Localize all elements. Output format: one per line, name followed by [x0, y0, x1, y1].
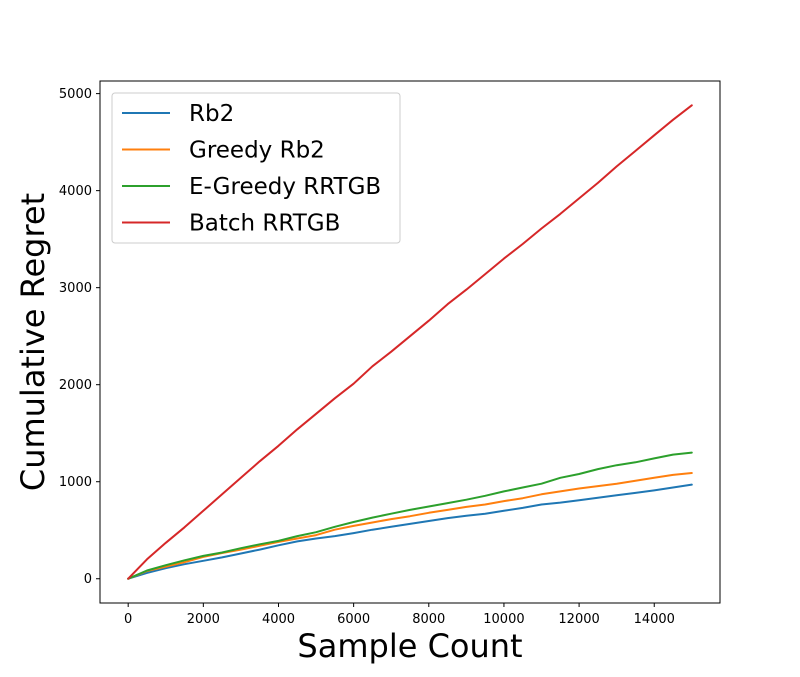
- y-tick-label: 4000: [59, 184, 92, 199]
- legend-label: Batch RRTGB: [189, 211, 340, 237]
- x-tick-label: 10000: [483, 612, 524, 627]
- y-tick-label: 0: [84, 572, 92, 587]
- x-tick-label: 12000: [558, 612, 599, 627]
- x-tick-label: 6000: [337, 612, 370, 627]
- x-tick-label: 2000: [187, 612, 220, 627]
- series-line-rb2: [127, 483, 693, 580]
- x-tick-label: 0: [124, 612, 132, 627]
- x-tick-label: 8000: [412, 612, 445, 627]
- y-tick-label: 5000: [59, 87, 92, 102]
- legend-box: [111, 92, 401, 244]
- series-line-e-greedy-rrtgb: [127, 451, 693, 580]
- legend-label: E-Greedy RRTGB: [189, 174, 381, 200]
- y-tick-label: 2000: [59, 378, 92, 393]
- legend-label: Rb2: [189, 101, 234, 127]
- legend-label: Greedy Rb2: [189, 138, 325, 164]
- x-tick-label: 4000: [262, 612, 295, 627]
- legend: Rb2 Greedy Rb2 E-Greedy RRTGB Batch RRTGB: [111, 92, 401, 244]
- x-axis-title: Sample Count: [297, 627, 522, 665]
- x-tick-label: 14000: [634, 612, 675, 627]
- axes-ticks: 0 2000 4000 6000 8000 10000 12000 14000 0 1000 200…: [59, 87, 675, 627]
- y-tick-label: 1000: [59, 475, 92, 490]
- y-tick-label: 3000: [59, 281, 92, 296]
- series-line-batch-rrtgb: [127, 104, 693, 580]
- plot-frame: [99, 80, 721, 604]
- y-axis-title: Cumulative Regret: [14, 193, 52, 491]
- plot-area: [127, 104, 693, 580]
